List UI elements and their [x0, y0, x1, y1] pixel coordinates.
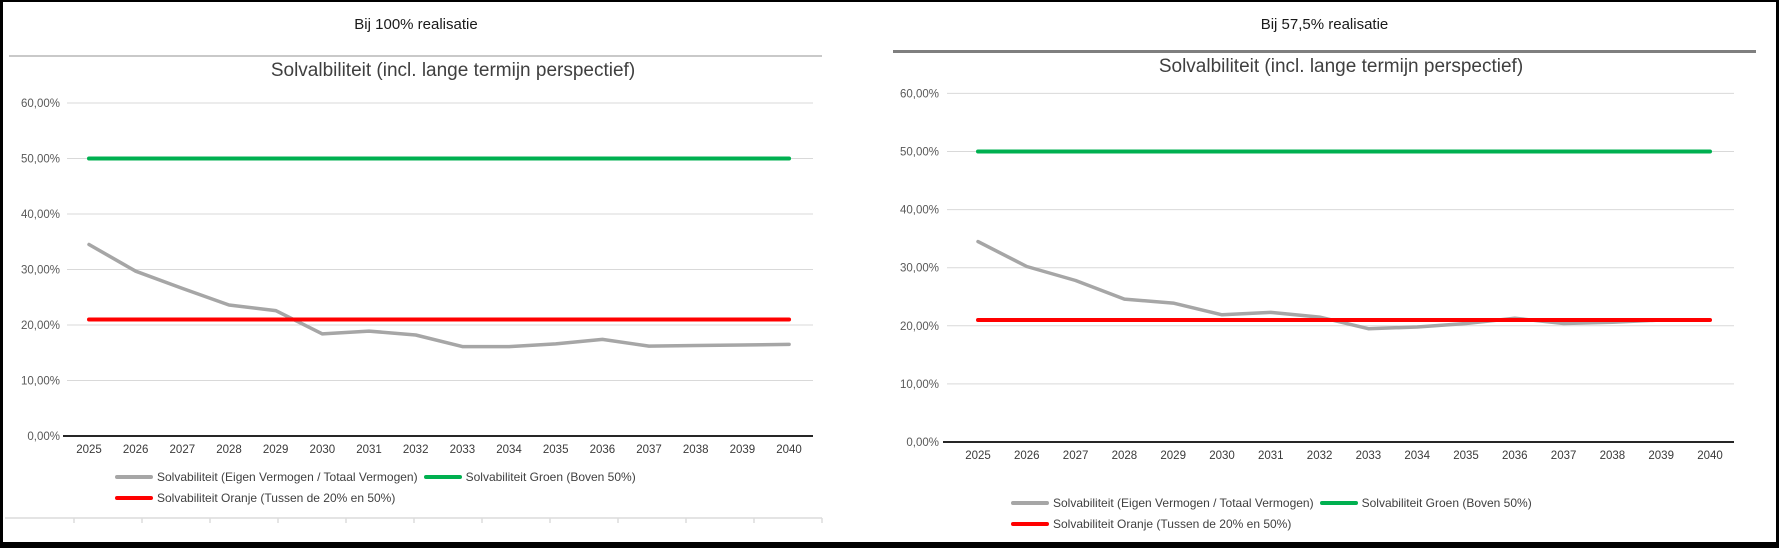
x-tick-label: 2027: [1063, 450, 1089, 462]
solvabiliteit-series-line: [976, 239, 1712, 331]
legend-item-solvabiliteit[interactable]: Solvabiliteit (Eigen Vermogen / Totaal V…: [115, 470, 418, 484]
gray-line-swatch: [1011, 501, 1049, 505]
x-tick-label: 2038: [1600, 450, 1626, 462]
legend-label: Solvabiliteit Oranje (Tussen de 20% en 5…: [157, 491, 396, 505]
x-tick-label: 2040: [1697, 450, 1723, 462]
legend-item-oranje[interactable]: Solvabiliteit Oranje (Tussen de 20% en 5…: [1011, 517, 1291, 531]
left-chart-header: Bij 100% realisatie: [354, 16, 478, 33]
x-tick-label: 2028: [216, 444, 242, 456]
x-tick-label: 2035: [1453, 450, 1479, 462]
legend-item-groen[interactable]: Solvabiliteit Groen (Boven 50%): [423, 470, 636, 484]
legend-row: Solvabiliteit Oranje (Tussen de 20% en 5…: [1011, 517, 1538, 531]
charts-canvas: 60,00% 50,00% 40,00% 30,00% 20,00% 10,00% 0,00…: [5, 88, 1734, 523]
legend-row: Solvabiliteit Oranje (Tussen de 20% en 5…: [115, 491, 642, 505]
x-tick-label: 2032: [1307, 450, 1333, 462]
right-header-divider: [893, 50, 1756, 53]
legend-label: Solvabiliteit (Eigen Vermogen / Totaal V…: [157, 470, 418, 484]
x-tick-label: 2034: [1404, 450, 1430, 462]
legend-label: Solvabiliteit Oranje (Tussen de 20% en 5…: [1053, 517, 1292, 531]
x-tick-label: 2033: [1356, 450, 1382, 462]
gray-line-swatch: [115, 475, 153, 479]
y-tick-label: 10,00%: [900, 379, 939, 391]
x-tick-label: 2029: [263, 444, 289, 456]
legend-item-oranje[interactable]: Solvabiliteit Oranje (Tussen de 20% en 5…: [115, 491, 395, 505]
left-chart-title: Solvalbiliteit (incl. lange termijn pers…: [270, 60, 636, 81]
legend-label: Solvabiliteit (Eigen Vermogen / Totaal V…: [1053, 496, 1314, 510]
y-tick-label: 40,00%: [21, 209, 60, 221]
y-tick-label: 50,00%: [21, 154, 60, 166]
legend-label: Solvabiliteit Groen (Boven 50%): [1361, 496, 1532, 510]
y-tick-label: 20,00%: [21, 320, 60, 332]
x-tick-label: 2034: [496, 444, 522, 456]
x-tick-label: 2031: [356, 444, 382, 456]
x-tick-label: 2033: [450, 444, 476, 456]
y-tick-label: 60,00%: [900, 88, 939, 100]
y-tick-label: 30,00%: [21, 265, 60, 277]
x-tick-label: 2026: [123, 444, 149, 456]
x-tick-label: 2027: [170, 444, 196, 456]
legend-row: Solvabiliteit (Eigen Vermogen / Totaal V…: [1011, 496, 1538, 510]
x-tick-label: 2038: [683, 444, 709, 456]
x-tick-label: 2037: [636, 444, 662, 456]
legend-item-solvabiliteit[interactable]: Solvabiliteit (Eigen Vermogen / Totaal V…: [1011, 496, 1314, 510]
x-tick-label: 2036: [1502, 450, 1528, 462]
x-tick-label: 2035: [543, 444, 569, 456]
x-tick-label: 2030: [1209, 450, 1235, 462]
x-tick-label: 2029: [1160, 450, 1186, 462]
x-tick-label: 2039: [1648, 450, 1674, 462]
x-tick-label: 2036: [590, 444, 616, 456]
y-tick-label: 30,00%: [900, 263, 939, 275]
left-chart-legend: Solvabiliteit (Eigen Vermogen / Totaal V…: [115, 470, 642, 505]
y-tick-label: 0,00%: [27, 431, 60, 443]
x-tick-label: 2030: [310, 444, 336, 456]
x-tick-label: 2026: [1014, 450, 1040, 462]
right-chart-header: Bij 57,5% realisatie: [1260, 16, 1389, 33]
y-tick-label: 60,00%: [21, 98, 60, 110]
y-tick-label: 0,00%: [906, 437, 939, 449]
x-tick-label: 2031: [1258, 450, 1284, 462]
left-header-divider: [9, 55, 822, 57]
y-tick-label: 10,00%: [21, 376, 60, 388]
y-tick-label: 50,00%: [900, 147, 939, 159]
green-line-swatch: [423, 475, 462, 479]
solvabiliteit-series-line: [87, 242, 791, 349]
x-tick-label: 2040: [776, 444, 802, 456]
x-tick-label: 2028: [1112, 450, 1138, 462]
legend-row: Solvabiliteit (Eigen Vermogen / Totaal V…: [115, 470, 642, 484]
x-tick-label: 2039: [730, 444, 756, 456]
legend-item-groen[interactable]: Solvabiliteit Groen (Boven 50%): [1319, 496, 1532, 510]
red-line-swatch: [1011, 522, 1049, 526]
green-line-swatch: [1319, 501, 1358, 505]
legend-label: Solvabiliteit Groen (Boven 50%): [465, 470, 636, 484]
right-chart-legend: Solvabiliteit (Eigen Vermogen / Totaal V…: [1011, 496, 1538, 531]
right-chart-title: Solvalbiliteit (incl. lange termijn pers…: [1158, 56, 1524, 77]
x-tick-label: 2032: [403, 444, 429, 456]
x-tick-label: 2025: [965, 450, 991, 462]
x-tick-label: 2037: [1551, 450, 1577, 462]
y-tick-label: 20,00%: [900, 321, 939, 333]
x-tick-label: 2025: [76, 444, 102, 456]
y-tick-label: 40,00%: [900, 205, 939, 217]
red-line-swatch: [115, 496, 153, 500]
